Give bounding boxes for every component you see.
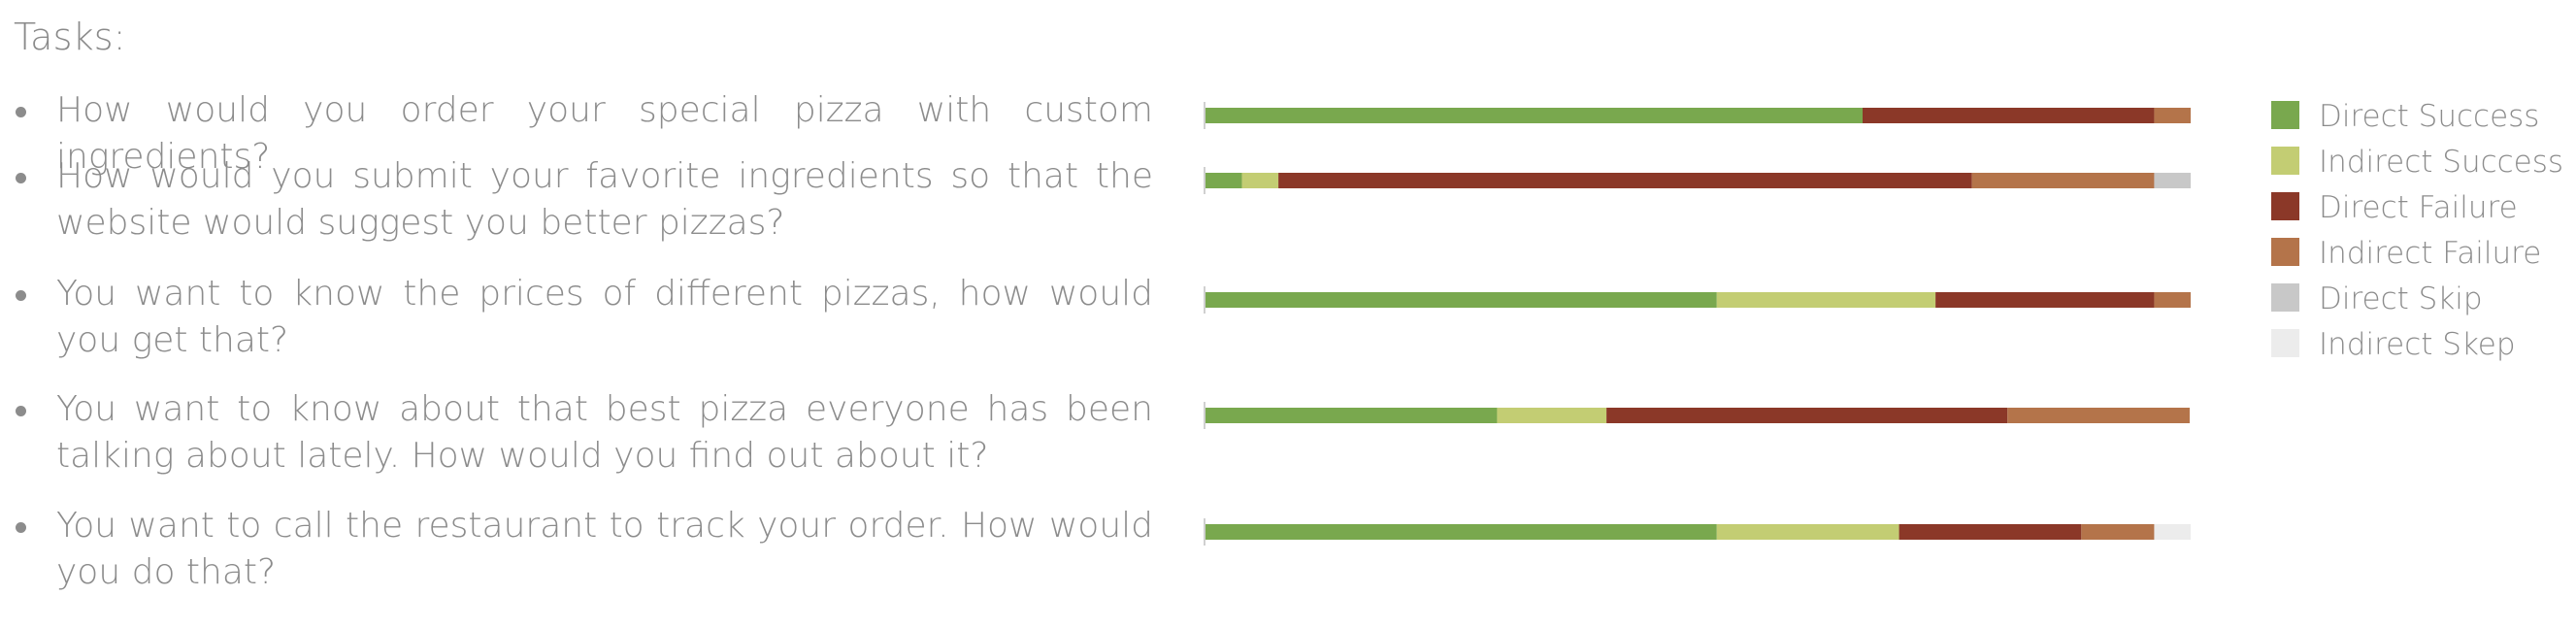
legend-swatch: [2271, 192, 2299, 220]
bar-segment-direct-failure: [1935, 292, 2155, 308]
bar-segment-direct-success: [1205, 408, 1498, 423]
legend-item: Direct Failure: [2271, 190, 2562, 236]
legend-label: Direct Skip: [2319, 281, 2483, 316]
task-item: How would you order your special pizza w…: [16, 87, 1153, 181]
stacked-bar-chart: [1204, 102, 2191, 546]
bar-segment-indirect-failure: [1971, 173, 2155, 188]
bar-segment-direct-skip: [2154, 173, 2191, 188]
bar-segment-direct-failure: [1899, 524, 2082, 540]
legend-label: Direct Failure: [2319, 190, 2518, 225]
legend-swatch: [2271, 329, 2299, 357]
bar-segment-indirect-failure: [2154, 108, 2191, 123]
legend-item: Indirect Success: [2271, 145, 2564, 190]
task-item: You want to know about that best pizza e…: [16, 386, 1153, 480]
bar-segment-indirect-failure: [2007, 408, 2190, 423]
legend-swatch: [2271, 283, 2299, 312]
legend-item: Direct Success: [2271, 99, 2562, 145]
tasks-heading: Tasks:: [14, 16, 126, 58]
bar-segment-indirect-success: [1716, 524, 1899, 540]
bar-segment-indirect-success: [1497, 408, 1607, 423]
chart-legend: Direct Success Indirect Success Direct F…: [2271, 99, 2564, 373]
bar-segment-indirect-failure: [2154, 292, 2191, 308]
bar-segment-direct-success: [1205, 292, 1717, 308]
bar-segment-indirect-success: [1716, 292, 1936, 308]
bar-segment-direct-failure: [1606, 408, 2008, 423]
legend-swatch: [2271, 101, 2299, 129]
bar-segment-direct-success: [1205, 524, 1717, 540]
legend-item: Indirect Skep: [2271, 327, 2562, 373]
legend-label: Indirect Failure: [2319, 236, 2542, 271]
task-item: You want to know the prices of different…: [16, 271, 1153, 364]
legend-swatch: [2271, 238, 2299, 266]
bar-segment-indirect-skep: [2154, 524, 2191, 540]
bar-segment-direct-failure: [1863, 108, 2155, 123]
bar-segment-direct-failure: [1278, 173, 1972, 188]
legend-item: Indirect Failure: [2271, 236, 2562, 281]
legend-swatch: [2271, 147, 2299, 175]
legend-label: Indirect Skep: [2319, 327, 2516, 362]
bar-segment-direct-success: [1205, 108, 1864, 123]
legend-item: Direct Skip: [2271, 281, 2562, 327]
bar-segment-indirect-success: [1241, 173, 1279, 188]
task-item: You want to call the restaurant to track…: [16, 503, 1153, 596]
legend-label: Direct Success: [2319, 99, 2540, 134]
bar-segment-direct-success: [1205, 173, 1242, 188]
task-item: How would you submit your favorite ingre…: [16, 153, 1153, 247]
legend-label: Indirect Success: [2319, 145, 2564, 180]
bar-segment-indirect-failure: [2081, 524, 2155, 540]
